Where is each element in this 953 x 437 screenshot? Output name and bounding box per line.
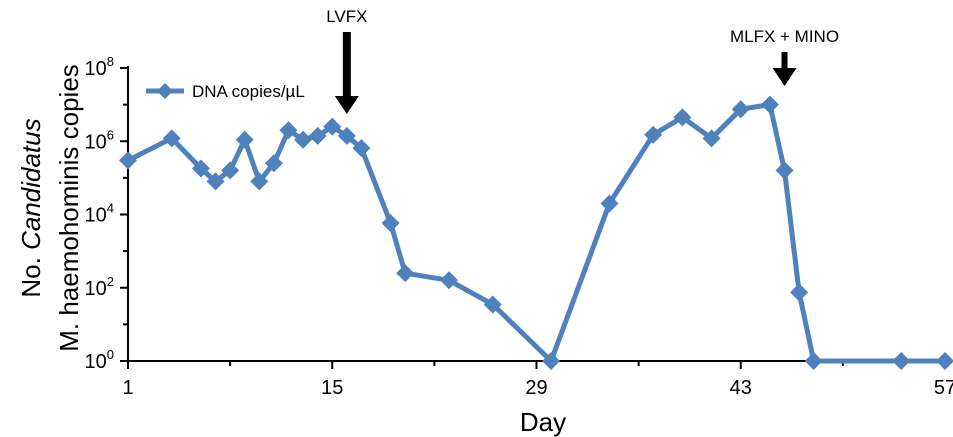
x-tick-label: 43: [730, 377, 752, 399]
x-tick-label: 57: [934, 377, 953, 399]
data-point: [483, 295, 502, 314]
annotation-label: LVFX: [326, 7, 367, 26]
data-point: [936, 352, 953, 370]
data-point: [381, 214, 400, 233]
data-point: [600, 194, 619, 213]
y-tick-label: 106: [85, 127, 114, 153]
data-point: [337, 126, 356, 145]
data-point: [235, 130, 254, 149]
data-point: [702, 129, 721, 148]
data-point: [644, 125, 663, 144]
annotation-arrow-head: [334, 96, 359, 114]
data-point: [731, 100, 750, 119]
y-tick-label: 100: [85, 347, 114, 373]
data-point: [294, 130, 313, 149]
annotation-label: MLFX + MINO: [730, 27, 839, 46]
data-point: [308, 126, 327, 145]
data-point: [206, 172, 225, 191]
data-point: [775, 161, 794, 180]
data-point: [191, 159, 210, 178]
data-point: [279, 121, 298, 140]
data-point: [221, 161, 240, 180]
x-tick-label: 1: [122, 377, 133, 399]
plot-area: [119, 95, 953, 370]
y-axis-title-line1: No. Candidatus: [16, 118, 46, 297]
axes: 100 102 104 106 108 1 15 29 43 57: [85, 54, 953, 399]
data-point: [250, 172, 269, 191]
annotations: LVFX MLFX + MINO: [326, 7, 839, 114]
data-point: [119, 151, 137, 170]
y-tick-label: 108: [85, 54, 114, 80]
x-axis-title: Day: [520, 407, 566, 437]
legend-marker: [157, 83, 173, 99]
y-tick-label: 104: [85, 201, 114, 227]
annotation-arrow-head: [772, 68, 797, 86]
legend-label: DNA copies/µL: [192, 82, 305, 101]
y-tick-label: 102: [85, 274, 114, 300]
legend: DNA copies/µL: [146, 82, 305, 101]
annotation-arrow-shaft: [781, 52, 788, 70]
data-point: [542, 352, 561, 370]
annotation-arrow-shaft: [342, 32, 351, 98]
data-point: [264, 154, 283, 173]
data-point: [352, 139, 371, 158]
y-axis-title-prefix: No.: [16, 257, 46, 297]
x-tick-label: 29: [525, 377, 547, 399]
y-axis-title-line2: M. haemohominis copies: [54, 64, 84, 352]
data-point: [673, 108, 692, 127]
data-point: [760, 95, 779, 114]
y-axis-title-italic: Candidatus: [16, 118, 46, 250]
data-point: [439, 271, 458, 290]
data-point: [804, 352, 823, 370]
x-tick-label: 15: [321, 377, 343, 399]
data-point: [323, 117, 342, 136]
data-point: [162, 129, 181, 148]
data-point: [892, 352, 911, 370]
data-point: [396, 264, 415, 283]
series-line: [126, 102, 945, 364]
data-point: [790, 283, 809, 302]
